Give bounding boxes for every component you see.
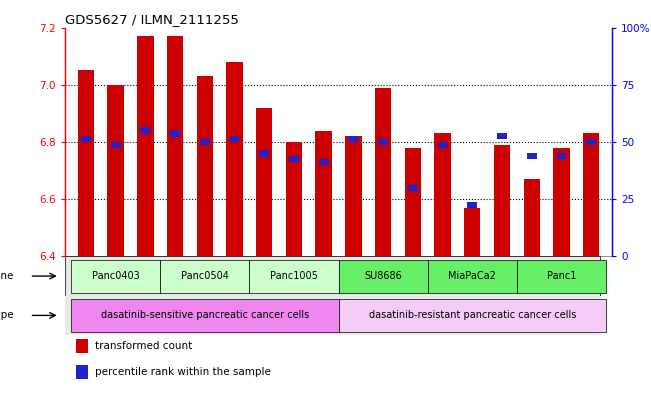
Bar	[339, 299, 606, 332]
Bar	[494, 145, 510, 256]
Bar	[517, 259, 606, 292]
Text: dasatinib-sensitive pancreatic cancer cells: dasatinib-sensitive pancreatic cancer ce…	[101, 310, 309, 320]
Bar	[375, 88, 391, 256]
Bar	[160, 259, 249, 292]
Bar	[348, 136, 358, 142]
Bar	[107, 85, 124, 256]
Bar	[76, 339, 88, 353]
Bar	[467, 202, 477, 208]
Bar	[141, 127, 150, 134]
Bar	[527, 153, 536, 160]
Bar	[197, 76, 213, 256]
Bar	[497, 133, 507, 140]
Bar	[464, 208, 480, 256]
Bar	[339, 259, 428, 292]
Text: percentile rank within the sample: percentile rank within the sample	[95, 367, 271, 377]
Bar	[137, 36, 154, 256]
Text: cell type: cell type	[0, 310, 13, 320]
Bar	[437, 141, 447, 148]
Bar	[111, 141, 120, 148]
Text: SU8686: SU8686	[364, 271, 402, 281]
Text: Panc0403: Panc0403	[92, 271, 139, 281]
Bar	[428, 259, 517, 292]
Bar	[167, 36, 183, 256]
Bar	[434, 133, 450, 256]
Bar	[76, 365, 88, 379]
Text: Panc1: Panc1	[547, 271, 576, 281]
Bar	[230, 136, 240, 142]
Bar	[319, 159, 329, 165]
Bar	[71, 299, 339, 332]
Text: MiaPaCa2: MiaPaCa2	[449, 271, 496, 281]
Text: Panc1005: Panc1005	[270, 271, 318, 281]
Text: dasatinib-resistant pancreatic cancer cells: dasatinib-resistant pancreatic cancer ce…	[368, 310, 576, 320]
Bar	[259, 150, 269, 156]
Bar	[170, 130, 180, 136]
Bar	[345, 136, 361, 256]
Bar	[553, 148, 570, 256]
Bar	[289, 156, 299, 162]
Bar	[249, 259, 339, 292]
Bar	[316, 130, 332, 256]
Bar	[256, 108, 272, 256]
Bar	[405, 148, 421, 256]
Bar	[81, 136, 90, 142]
Bar	[77, 70, 94, 256]
Bar	[200, 139, 210, 145]
Bar	[71, 259, 160, 292]
Bar	[408, 185, 418, 191]
Bar	[286, 142, 302, 256]
Text: Panc0504: Panc0504	[181, 271, 229, 281]
Bar	[557, 153, 566, 160]
Bar	[587, 139, 596, 145]
Bar	[378, 139, 388, 145]
Bar	[227, 62, 243, 256]
Text: transformed count: transformed count	[95, 341, 193, 351]
Text: cell line: cell line	[0, 271, 13, 281]
Bar	[583, 133, 600, 256]
Bar	[523, 179, 540, 256]
Text: GDS5627 / ILMN_2111255: GDS5627 / ILMN_2111255	[65, 13, 239, 26]
